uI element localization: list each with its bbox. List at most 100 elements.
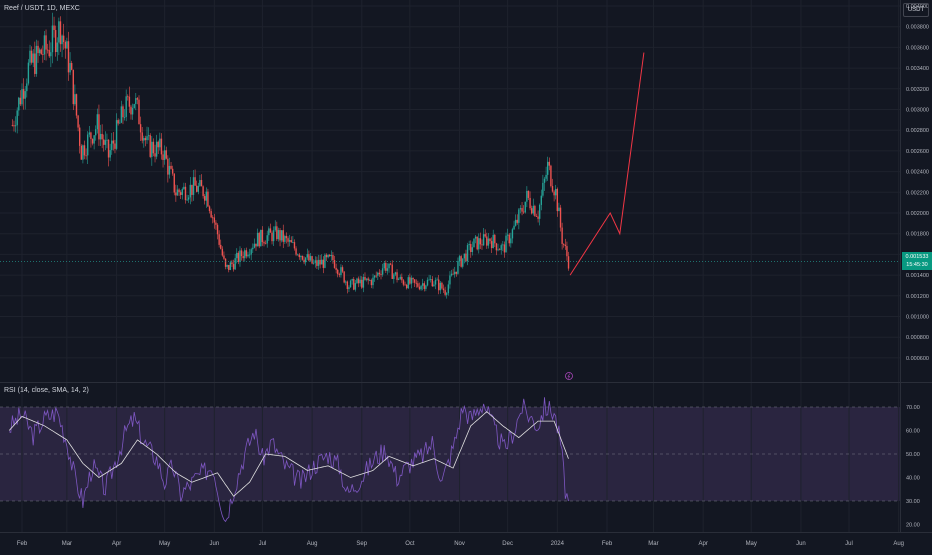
candle-body [290,240,292,243]
candle-body [362,277,365,288]
candle-body [381,268,384,275]
candle-body [441,282,443,289]
candle-body [489,238,491,242]
candle-body [303,259,305,263]
candle-body [462,258,464,267]
rsi-tick-label: 30.00 [906,499,920,505]
candle-body [146,136,148,141]
candle-body [120,106,123,123]
candle-body [545,174,547,179]
candle-body [345,281,347,283]
candle-body [296,254,299,256]
time-axis-label: Feb [17,541,28,547]
candle-body [276,226,278,240]
candle-body [454,271,456,275]
candle-body [555,188,557,196]
candle-body [18,97,20,111]
candle-body [495,243,498,251]
price-tick-label: 0.004000 [906,4,929,10]
candle-body [450,273,453,276]
candle-body [218,234,220,245]
time-axis-label: Mar [62,541,72,547]
candle-body [130,106,132,115]
rsi-tick-label: 50.00 [906,452,920,458]
candle-body [359,279,361,284]
candle-body [176,189,179,196]
candle-body [231,262,233,265]
candle-body [335,267,337,270]
candle-body [521,208,523,212]
time-axis-label: Aug [307,541,318,547]
candle-body [255,243,257,247]
candle-body [232,264,235,270]
candle-body [295,248,297,255]
candle-body [389,263,392,265]
candle-body [187,197,190,200]
candle-body [399,276,401,279]
candle-body [34,53,36,74]
candle-body [321,259,323,265]
candle-body [369,280,371,281]
candle-body [189,184,191,198]
time-axis-label: Dec [502,541,513,547]
candle-body [45,35,47,50]
candle-body [109,150,111,158]
candle-body [463,253,466,259]
candle-body [413,279,416,283]
candle-body [393,274,395,279]
event-icon [565,372,573,380]
candle-body [268,228,270,236]
time-axis-label: 2024 [551,541,565,547]
time-axis-label: May [159,541,170,547]
candle-body [103,139,105,145]
candle-body [64,41,66,49]
last-price-tag: 0.001533 15:45:30 [902,252,932,271]
candle-body [402,280,405,285]
candle-body [518,209,520,223]
candle-body [250,249,252,255]
candle-body [421,283,424,286]
candle-body [149,135,151,157]
candle-body [514,219,517,226]
candle-body [319,259,321,265]
time-axis-label: Sep [356,541,367,547]
candle-body [200,180,203,187]
candle-body [332,255,334,260]
candle-body [183,186,185,190]
candle-body [82,145,84,160]
candle-body [329,254,331,257]
candle-body [356,278,358,284]
candle-body [532,205,534,214]
candle-body [37,45,39,54]
currency-button[interactable]: USDT [903,3,929,17]
candle-body [391,264,393,279]
candle-body [122,106,124,118]
bar-countdown: 15:45:30 [906,262,928,269]
time-axis-label: Jul [259,541,267,547]
candle-body [256,232,259,247]
candle-body [159,138,161,148]
candle-body [340,267,342,276]
candle-body [282,230,284,242]
candle-body [309,256,312,261]
candle-body [304,257,307,263]
candle-body [51,25,54,53]
candle-body [397,278,400,280]
candle-body [144,138,147,141]
candle-body [213,217,216,223]
candle-body [202,186,204,197]
candle-body [506,234,509,236]
time-axis-label: Mar [648,541,658,547]
candle-body [367,278,369,281]
candle-body [11,125,14,126]
rsi-indicator-label[interactable]: RSI (14, close, SMA, 14, 2) [4,387,89,394]
candle-body [101,133,103,140]
candle-body [412,277,414,280]
candle-body [538,204,541,219]
candle-body [133,104,135,109]
candle-body [99,133,102,140]
candle-body [343,271,345,283]
candle-body [348,287,350,289]
